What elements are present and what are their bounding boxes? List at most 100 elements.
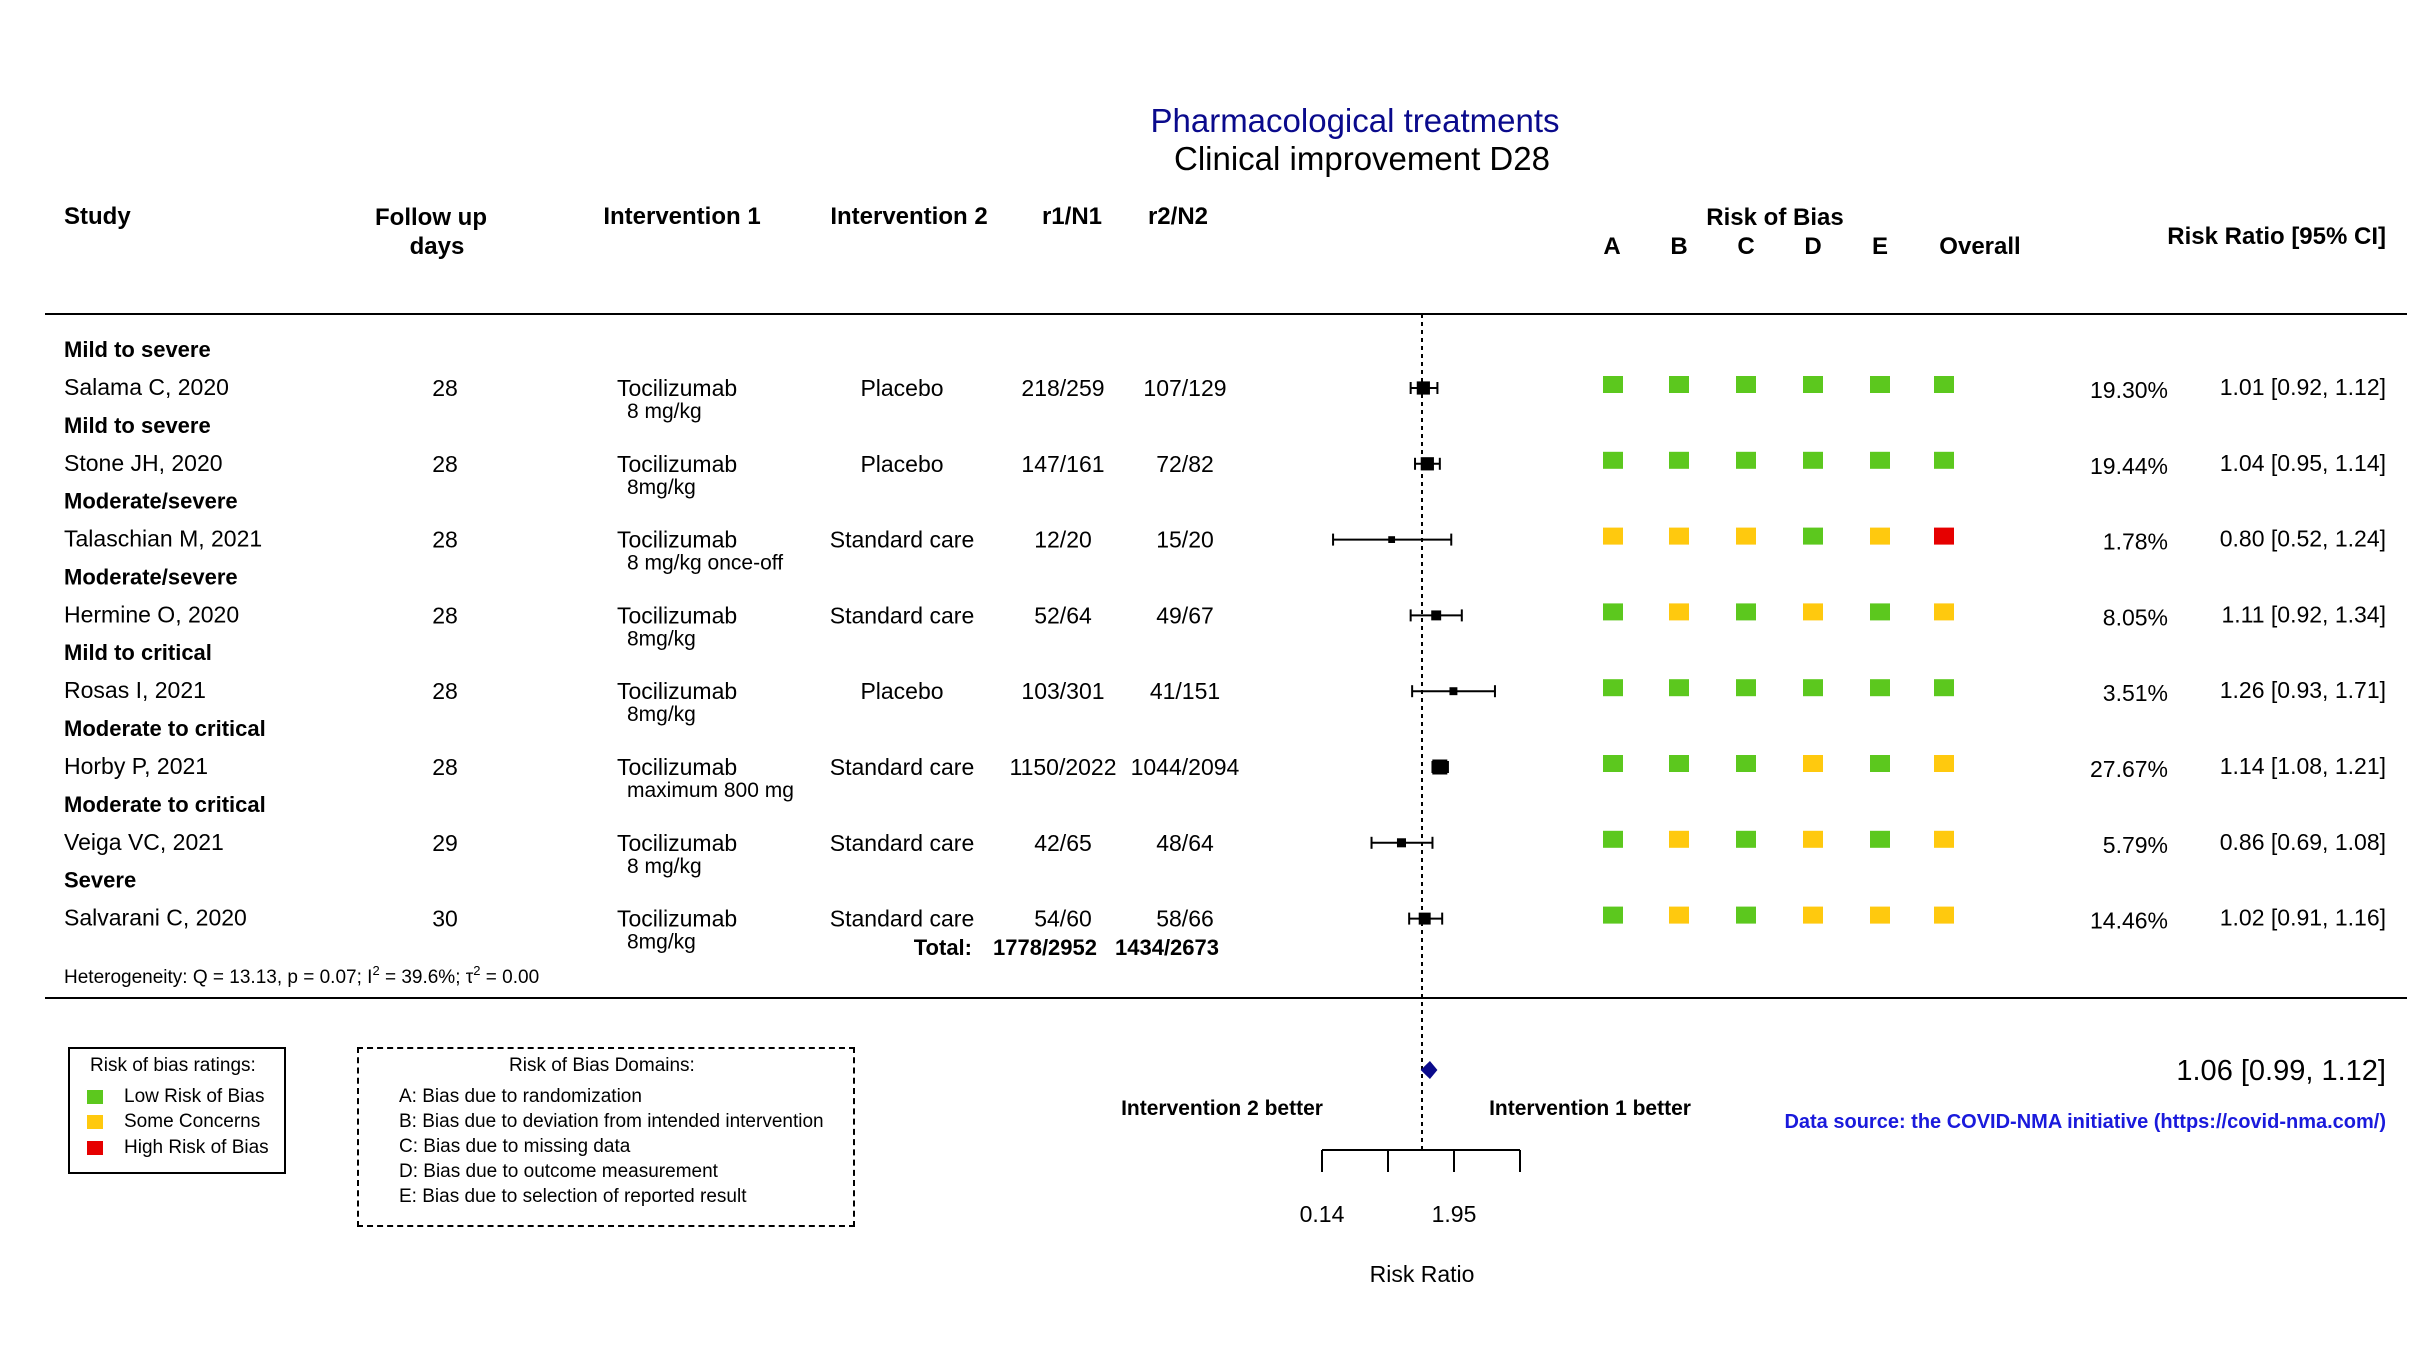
followup-days: 28 bbox=[432, 527, 458, 553]
study-name: Horby P, 2021 bbox=[64, 753, 208, 779]
study-weight: 19.44% bbox=[2090, 453, 2168, 479]
intervention-1-dose: 8 mg/kg bbox=[627, 400, 702, 423]
rob-square bbox=[1870, 830, 1890, 848]
x-tick-label-min: 0.14 bbox=[1300, 1201, 1345, 1227]
rob-square bbox=[1803, 679, 1823, 697]
x-tick-label-max: 1.95 bbox=[1432, 1201, 1477, 1227]
rob-square bbox=[1803, 376, 1823, 393]
study-name: Salvarani C, 2020 bbox=[64, 905, 247, 931]
study-name: Hermine O, 2020 bbox=[64, 601, 239, 627]
intervention-1: Tocilizumab bbox=[617, 602, 737, 628]
study-weight: 5.79% bbox=[2103, 832, 2168, 858]
rob-square bbox=[1736, 755, 1756, 772]
risk-ratio-ci: 0.86 [0.69, 1.08] bbox=[2220, 829, 2386, 855]
r1n1-value: 103/301 bbox=[1021, 678, 1104, 704]
rob-square bbox=[1870, 679, 1890, 697]
pooled-estimate-text: 1.06 [0.99, 1.12] bbox=[2176, 1055, 2386, 1087]
followup-days: 28 bbox=[432, 451, 458, 477]
domain-c: C: Bias due to missing data bbox=[399, 1136, 631, 1157]
rob-square bbox=[1669, 376, 1689, 393]
subgroup-label: Mild to severe bbox=[64, 413, 211, 438]
rob-square bbox=[1603, 679, 1623, 697]
chart-subtitle: Clinical improvement D28 bbox=[1174, 140, 1550, 177]
risk-ratio-ci: 1.11 [0.92, 1.34] bbox=[2221, 601, 2386, 627]
rob-square bbox=[1934, 527, 1954, 545]
intervention-2: Standard care bbox=[830, 754, 974, 780]
rob-square bbox=[1870, 755, 1890, 772]
followup-days: 28 bbox=[432, 754, 458, 780]
rob-square bbox=[1870, 527, 1890, 545]
legend-swatch-high bbox=[87, 1141, 103, 1155]
col-header-r2n2: r2/N2 bbox=[1148, 203, 1208, 230]
col-header-study: Study bbox=[64, 203, 131, 230]
r2n2-value: 58/66 bbox=[1156, 906, 1214, 932]
study-name: Salama C, 2020 bbox=[64, 374, 229, 400]
intervention-1-dose: maximum 800 mg bbox=[627, 779, 794, 802]
rob-square bbox=[1603, 376, 1623, 393]
risk-ratio-ci: 1.01 [0.92, 1.12] bbox=[2220, 374, 2386, 400]
col-header-followup: Follow up bbox=[375, 204, 487, 231]
data-source: Data source: the COVID-NMA initiative (h… bbox=[1784, 1111, 2386, 1133]
rob-square bbox=[1603, 527, 1623, 545]
chart-title: Pharmacological treatments bbox=[1150, 102, 1559, 139]
col-header-risk-ratio: Risk Ratio [95% CI] bbox=[2167, 223, 2386, 250]
x-axis-label: Risk Ratio bbox=[1370, 1261, 1475, 1287]
intervention-1: Tocilizumab bbox=[617, 906, 737, 932]
subgroup-label: Moderate to critical bbox=[64, 716, 266, 741]
risk-ratio-ci: 0.80 [0.52, 1.24] bbox=[2220, 526, 2386, 552]
r1n1-value: 52/64 bbox=[1034, 602, 1092, 628]
intervention-1-dose: 8mg/kg bbox=[627, 627, 696, 650]
subgroup-label: Mild to severe bbox=[64, 337, 211, 362]
domain-a: A: Bias due to randomization bbox=[399, 1086, 642, 1107]
r1n1-value: 54/60 bbox=[1034, 906, 1092, 932]
r1n1-value: 12/20 bbox=[1034, 527, 1092, 553]
r1n1-value: 42/65 bbox=[1034, 830, 1092, 856]
point-estimate bbox=[1420, 457, 1434, 471]
heterogeneity-stats: Heterogeneity: Q = 13.13, p = 0.07; I2 =… bbox=[64, 963, 539, 988]
followup-days: 30 bbox=[432, 906, 458, 932]
r2n2-value: 1044/2094 bbox=[1131, 754, 1240, 780]
risk-ratio-ci: 1.26 [0.93, 1.71] bbox=[2220, 677, 2386, 703]
r2n2-value: 15/20 bbox=[1156, 527, 1214, 553]
rob-square bbox=[1669, 755, 1689, 772]
rob-square bbox=[1669, 603, 1689, 621]
rob-square bbox=[1934, 679, 1954, 697]
total-r1n1: 1778/2952 bbox=[993, 935, 1097, 960]
rob-square bbox=[1669, 679, 1689, 697]
point-estimate bbox=[1418, 912, 1431, 925]
legend-swatch-some bbox=[87, 1115, 103, 1129]
point-estimate bbox=[1388, 536, 1396, 543]
point-estimate bbox=[1431, 610, 1442, 621]
rob-square bbox=[1934, 755, 1954, 772]
rob-square bbox=[1736, 376, 1756, 393]
intervention-1: Tocilizumab bbox=[617, 754, 737, 780]
intervention-1-dose: 8 mg/kg once-off bbox=[627, 552, 783, 575]
risk-of-bias-domains: Risk of Bias Domains: A: Bias due to ran… bbox=[357, 1047, 855, 1227]
rob-square bbox=[1870, 376, 1890, 393]
study-name: Rosas I, 2021 bbox=[64, 677, 206, 703]
rob-square bbox=[1603, 755, 1623, 772]
col-header-rob-d: D bbox=[1804, 233, 1821, 260]
intervention-1-dose: 8 mg/kg bbox=[627, 855, 702, 878]
subgroup-label: Severe bbox=[64, 868, 136, 893]
col-header-followup-days: days bbox=[410, 233, 465, 260]
intervention-2: Placebo bbox=[860, 375, 943, 401]
rob-square bbox=[1669, 906, 1689, 924]
study-weight: 3.51% bbox=[2103, 680, 2168, 706]
followup-days: 28 bbox=[432, 375, 458, 401]
study-name: Veiga VC, 2021 bbox=[64, 829, 224, 855]
subgroup-label: Moderate/severe bbox=[64, 489, 238, 514]
col-header-intervention-1: Intervention 1 bbox=[603, 203, 760, 230]
domain-e: E: Bias due to selection of reported res… bbox=[399, 1186, 747, 1207]
point-estimate bbox=[1416, 381, 1430, 395]
rob-square bbox=[1603, 603, 1623, 621]
risk-ratio-ci: 1.02 [0.91, 1.16] bbox=[2220, 905, 2386, 931]
favors-left-label: Intervention 2 better bbox=[1121, 1097, 1323, 1120]
risk-ratio-ci: 1.14 [1.08, 1.21] bbox=[2220, 753, 2386, 779]
total-r2n2: 1434/2673 bbox=[1115, 935, 1219, 960]
study-weight: 8.05% bbox=[2103, 604, 2168, 630]
r2n2-value: 49/67 bbox=[1156, 602, 1214, 628]
col-header-risk-of-bias: Risk of Bias bbox=[1706, 204, 1843, 231]
rob-square bbox=[1934, 451, 1954, 469]
